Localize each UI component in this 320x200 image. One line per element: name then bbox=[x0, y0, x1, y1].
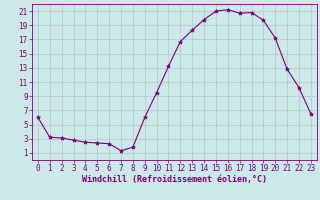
X-axis label: Windchill (Refroidissement éolien,°C): Windchill (Refroidissement éolien,°C) bbox=[82, 175, 267, 184]
